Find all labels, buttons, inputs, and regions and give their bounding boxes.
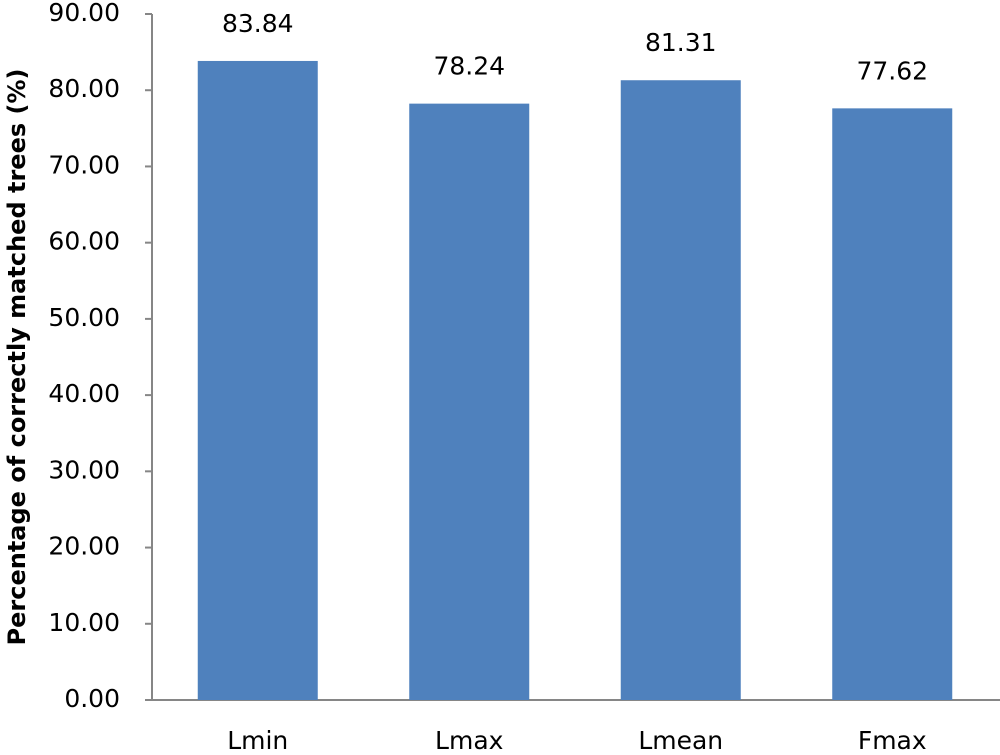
bar xyxy=(832,108,953,701)
x-tick-label: Lmin xyxy=(227,726,288,755)
y-tick-label: 10.00 xyxy=(48,608,120,637)
bar xyxy=(197,60,318,701)
x-tick-label: Lmax xyxy=(435,726,503,755)
y-tick-label: 60.00 xyxy=(48,227,120,256)
y-tick-label: 20.00 xyxy=(48,532,120,561)
y-tick-label: 40.00 xyxy=(48,379,120,408)
data-label: 81.31 xyxy=(645,28,717,57)
x-tick-label: Lmean xyxy=(638,726,723,755)
y-tick-label: 90.00 xyxy=(48,0,120,27)
y-tick-label: 30.00 xyxy=(48,455,120,484)
y-tick-label: 70.00 xyxy=(48,150,120,179)
y-tick-label: 0.00 xyxy=(64,684,120,713)
data-label: 83.84 xyxy=(222,9,294,38)
data-label: 78.24 xyxy=(433,52,505,81)
y-axis-label: Percentage of correctly matched trees (%… xyxy=(3,69,31,646)
bar xyxy=(409,103,530,701)
data-label: 77.62 xyxy=(856,56,928,85)
y-tick-label: 50.00 xyxy=(48,303,120,332)
bar xyxy=(620,80,741,700)
x-tick-label: Fmax xyxy=(858,726,927,755)
y-tick-label: 80.00 xyxy=(48,74,120,103)
